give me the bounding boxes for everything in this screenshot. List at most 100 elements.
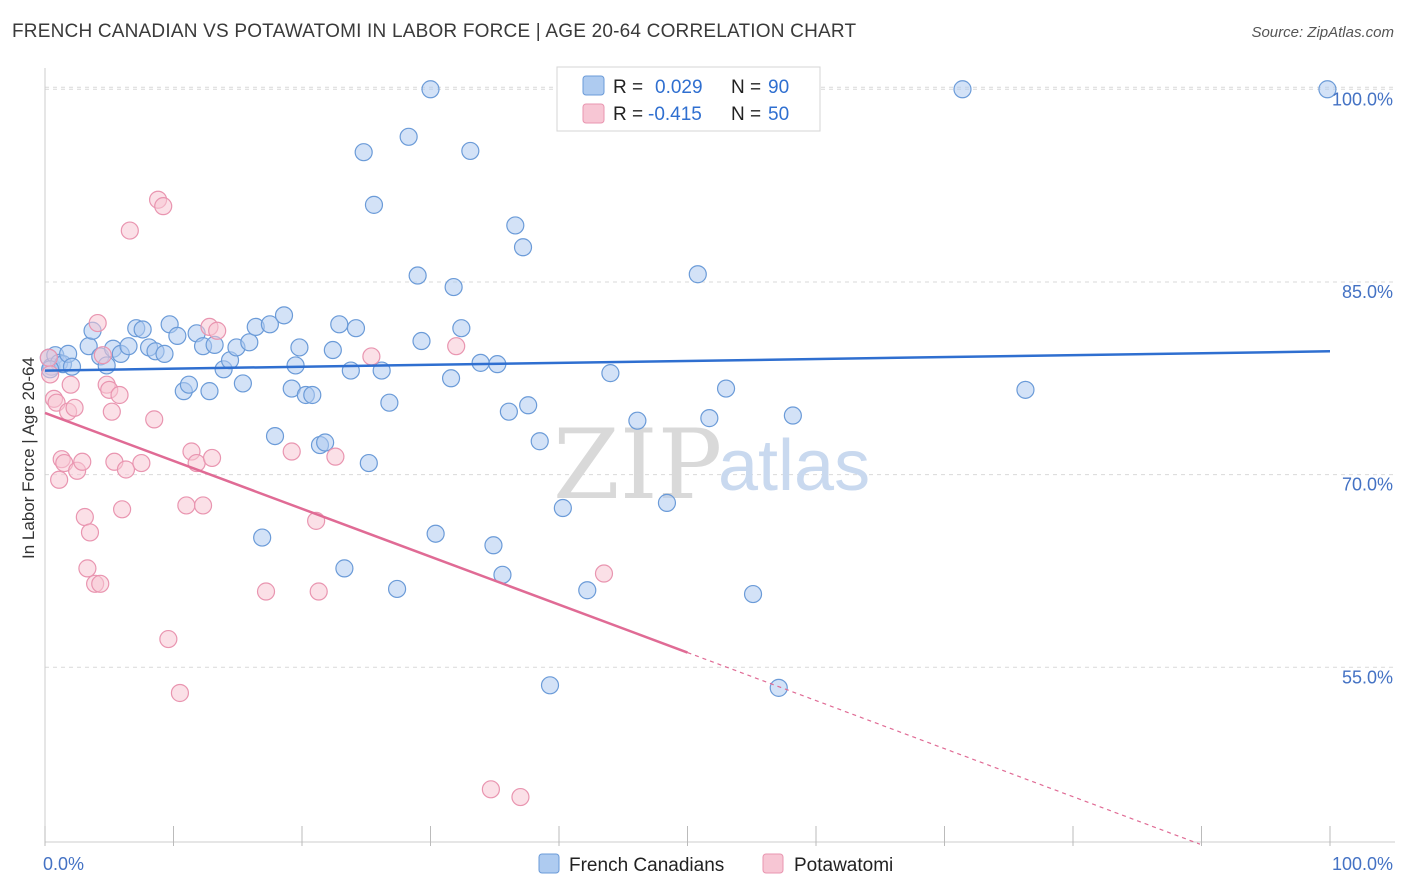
data-point bbox=[601, 364, 620, 383]
data-point bbox=[412, 331, 431, 351]
data-point bbox=[716, 379, 736, 398]
data-point bbox=[1016, 380, 1035, 399]
legend-n-value: 90 bbox=[768, 77, 789, 98]
legend-r-value: -0.415 bbox=[648, 104, 702, 125]
y-tick-label: 85.0% bbox=[1342, 282, 1393, 302]
data-point bbox=[75, 507, 94, 527]
data-point bbox=[316, 433, 335, 452]
legend-n-label: N = bbox=[731, 77, 761, 98]
data-point bbox=[452, 319, 471, 338]
y-axis-label: In Labor Force | Age 20-64 bbox=[19, 357, 38, 559]
data-point bbox=[499, 402, 518, 421]
data-point bbox=[743, 584, 763, 604]
data-point bbox=[387, 579, 407, 599]
trend-lines bbox=[44, 350, 1331, 845]
data-point bbox=[362, 347, 381, 366]
data-point bbox=[286, 356, 305, 375]
y-tick-label: 100.0% bbox=[1332, 89, 1393, 109]
data-point bbox=[553, 498, 572, 518]
legend-r-value: 0.029 bbox=[655, 77, 703, 98]
data-point bbox=[290, 338, 309, 357]
data-point bbox=[41, 365, 60, 384]
data-point bbox=[168, 326, 187, 345]
data-point bbox=[506, 216, 525, 235]
data-point bbox=[481, 780, 500, 799]
data-point bbox=[102, 402, 121, 421]
series-legend-label: Potawatomi bbox=[794, 855, 893, 876]
watermark-atlas: atlas bbox=[718, 426, 870, 506]
data-point bbox=[628, 411, 647, 430]
trend-line bbox=[44, 411, 688, 654]
data-point bbox=[154, 197, 173, 216]
data-point bbox=[39, 348, 58, 367]
legend-swatch-pink bbox=[582, 103, 605, 124]
y-tick-labels: 55.0% 70.0% 85.0% 100.0% bbox=[1332, 89, 1393, 687]
data-point bbox=[88, 313, 107, 333]
data-point bbox=[91, 574, 110, 593]
data-point bbox=[444, 277, 463, 297]
series-legend-swatch-pink bbox=[762, 853, 784, 874]
data-point bbox=[93, 346, 112, 365]
data-point bbox=[112, 500, 132, 519]
data-point bbox=[484, 536, 503, 555]
data-point bbox=[330, 315, 349, 334]
data-point bbox=[447, 337, 466, 356]
legend-r-label: R = bbox=[613, 104, 643, 125]
data-point bbox=[177, 496, 196, 515]
data-point bbox=[461, 141, 480, 161]
data-point bbox=[256, 582, 276, 601]
data-point bbox=[511, 787, 530, 807]
chart-title: FRENCH CANADIAN VS POTAWATOMI IN LABOR F… bbox=[12, 21, 857, 42]
data-point bbox=[73, 452, 92, 471]
series-french-canadians bbox=[39, 80, 1337, 697]
data-point bbox=[240, 333, 259, 352]
x-tick-labels: 0.0% 100.0% bbox=[43, 854, 1393, 874]
data-point bbox=[78, 559, 97, 578]
series-legend-swatch-blue bbox=[538, 853, 560, 874]
data-point bbox=[202, 448, 222, 468]
data-point bbox=[120, 221, 139, 240]
data-point bbox=[145, 410, 164, 429]
data-point bbox=[155, 344, 174, 363]
x-tick-label: 100.0% bbox=[1332, 854, 1393, 874]
data-point bbox=[399, 127, 418, 146]
data-point bbox=[346, 319, 366, 338]
data-point bbox=[1318, 80, 1337, 99]
legend-swatch-blue bbox=[582, 75, 605, 96]
data-point bbox=[50, 470, 69, 489]
data-point bbox=[341, 361, 360, 380]
data-point bbox=[200, 382, 219, 401]
data-point bbox=[282, 442, 301, 461]
data-point bbox=[359, 453, 378, 473]
data-point bbox=[513, 238, 533, 257]
y-tick-label: 70.0% bbox=[1342, 475, 1393, 495]
data-point bbox=[170, 683, 190, 703]
data-point bbox=[61, 375, 80, 394]
trend-line-extension bbox=[687, 651, 1201, 845]
data-point bbox=[700, 409, 719, 428]
data-point bbox=[62, 357, 82, 376]
data-point bbox=[233, 374, 252, 393]
data-point bbox=[253, 528, 272, 547]
series-legend-label: French Canadians bbox=[569, 855, 724, 876]
data-point bbox=[530, 432, 549, 451]
data-point bbox=[364, 195, 384, 214]
data-point bbox=[208, 321, 227, 340]
data-point bbox=[274, 306, 294, 325]
data-point bbox=[441, 369, 461, 388]
data-point bbox=[519, 396, 538, 415]
data-point bbox=[421, 80, 440, 99]
x-tick-label: 0.0% bbox=[43, 854, 84, 874]
data-point bbox=[540, 676, 560, 695]
data-point bbox=[594, 564, 614, 583]
data-point bbox=[323, 340, 342, 360]
data-point bbox=[380, 393, 399, 412]
legend-n-label: N = bbox=[731, 104, 761, 125]
data-point bbox=[657, 493, 677, 512]
data-point bbox=[408, 266, 427, 285]
data-point bbox=[133, 320, 152, 339]
data-point bbox=[179, 375, 199, 394]
data-point bbox=[309, 582, 328, 601]
data-point bbox=[116, 460, 136, 479]
